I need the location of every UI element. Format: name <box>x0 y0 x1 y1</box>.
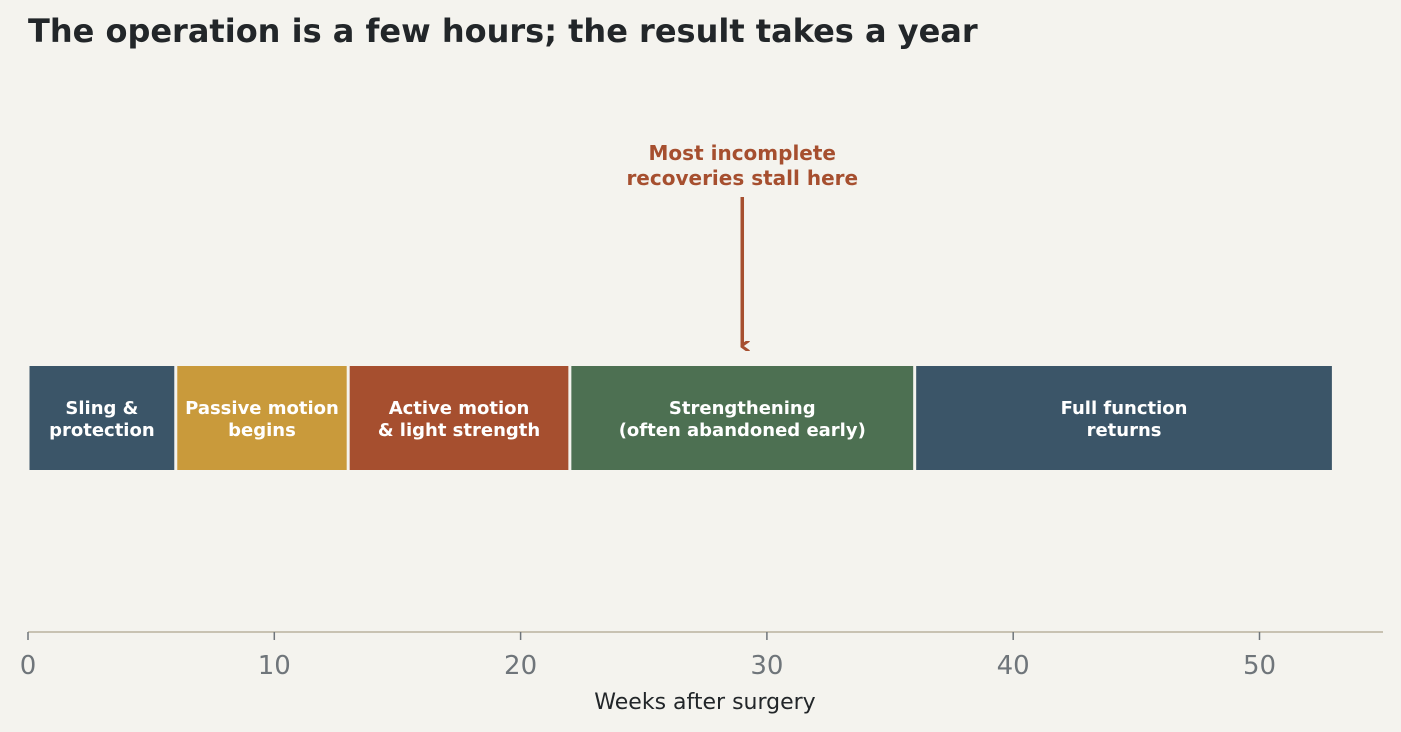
x-tick-label: 50 <box>1243 651 1276 681</box>
x-axis: 0 10 20 30 40 50 Weeks after surgery <box>20 631 1383 715</box>
x-tick-label: 40 <box>997 651 1030 681</box>
phase-label: Active motion & light strength <box>378 398 540 441</box>
x-tick-label: 0 <box>20 651 37 681</box>
phase-bar <box>916 366 1332 470</box>
phase-bar <box>177 366 347 470</box>
x-axis-label: Weeks after surgery <box>594 690 815 715</box>
x-tick-label: 20 <box>504 651 537 681</box>
annotation: Most incomplete recoveries stall here <box>626 141 858 346</box>
phase-bar <box>349 366 569 470</box>
phase-label: Full function returns <box>1061 398 1188 441</box>
phase-label: Strengthening (often abandoned early) <box>619 398 866 441</box>
x-tick-label: 10 <box>258 651 291 681</box>
phase-label: Passive motion begins <box>185 398 339 441</box>
phase-label: Sling & protection <box>49 398 155 441</box>
phase-bar <box>29 366 175 470</box>
chart-title: The operation is a few hours; the result… <box>28 12 978 50</box>
phase-bars: Sling & protection Passive motion begins Act… <box>29 366 1332 470</box>
x-tick-label: 30 <box>750 651 783 681</box>
phase-bar <box>571 366 914 470</box>
annotation-text: Most incomplete recoveries stall here <box>626 141 858 190</box>
